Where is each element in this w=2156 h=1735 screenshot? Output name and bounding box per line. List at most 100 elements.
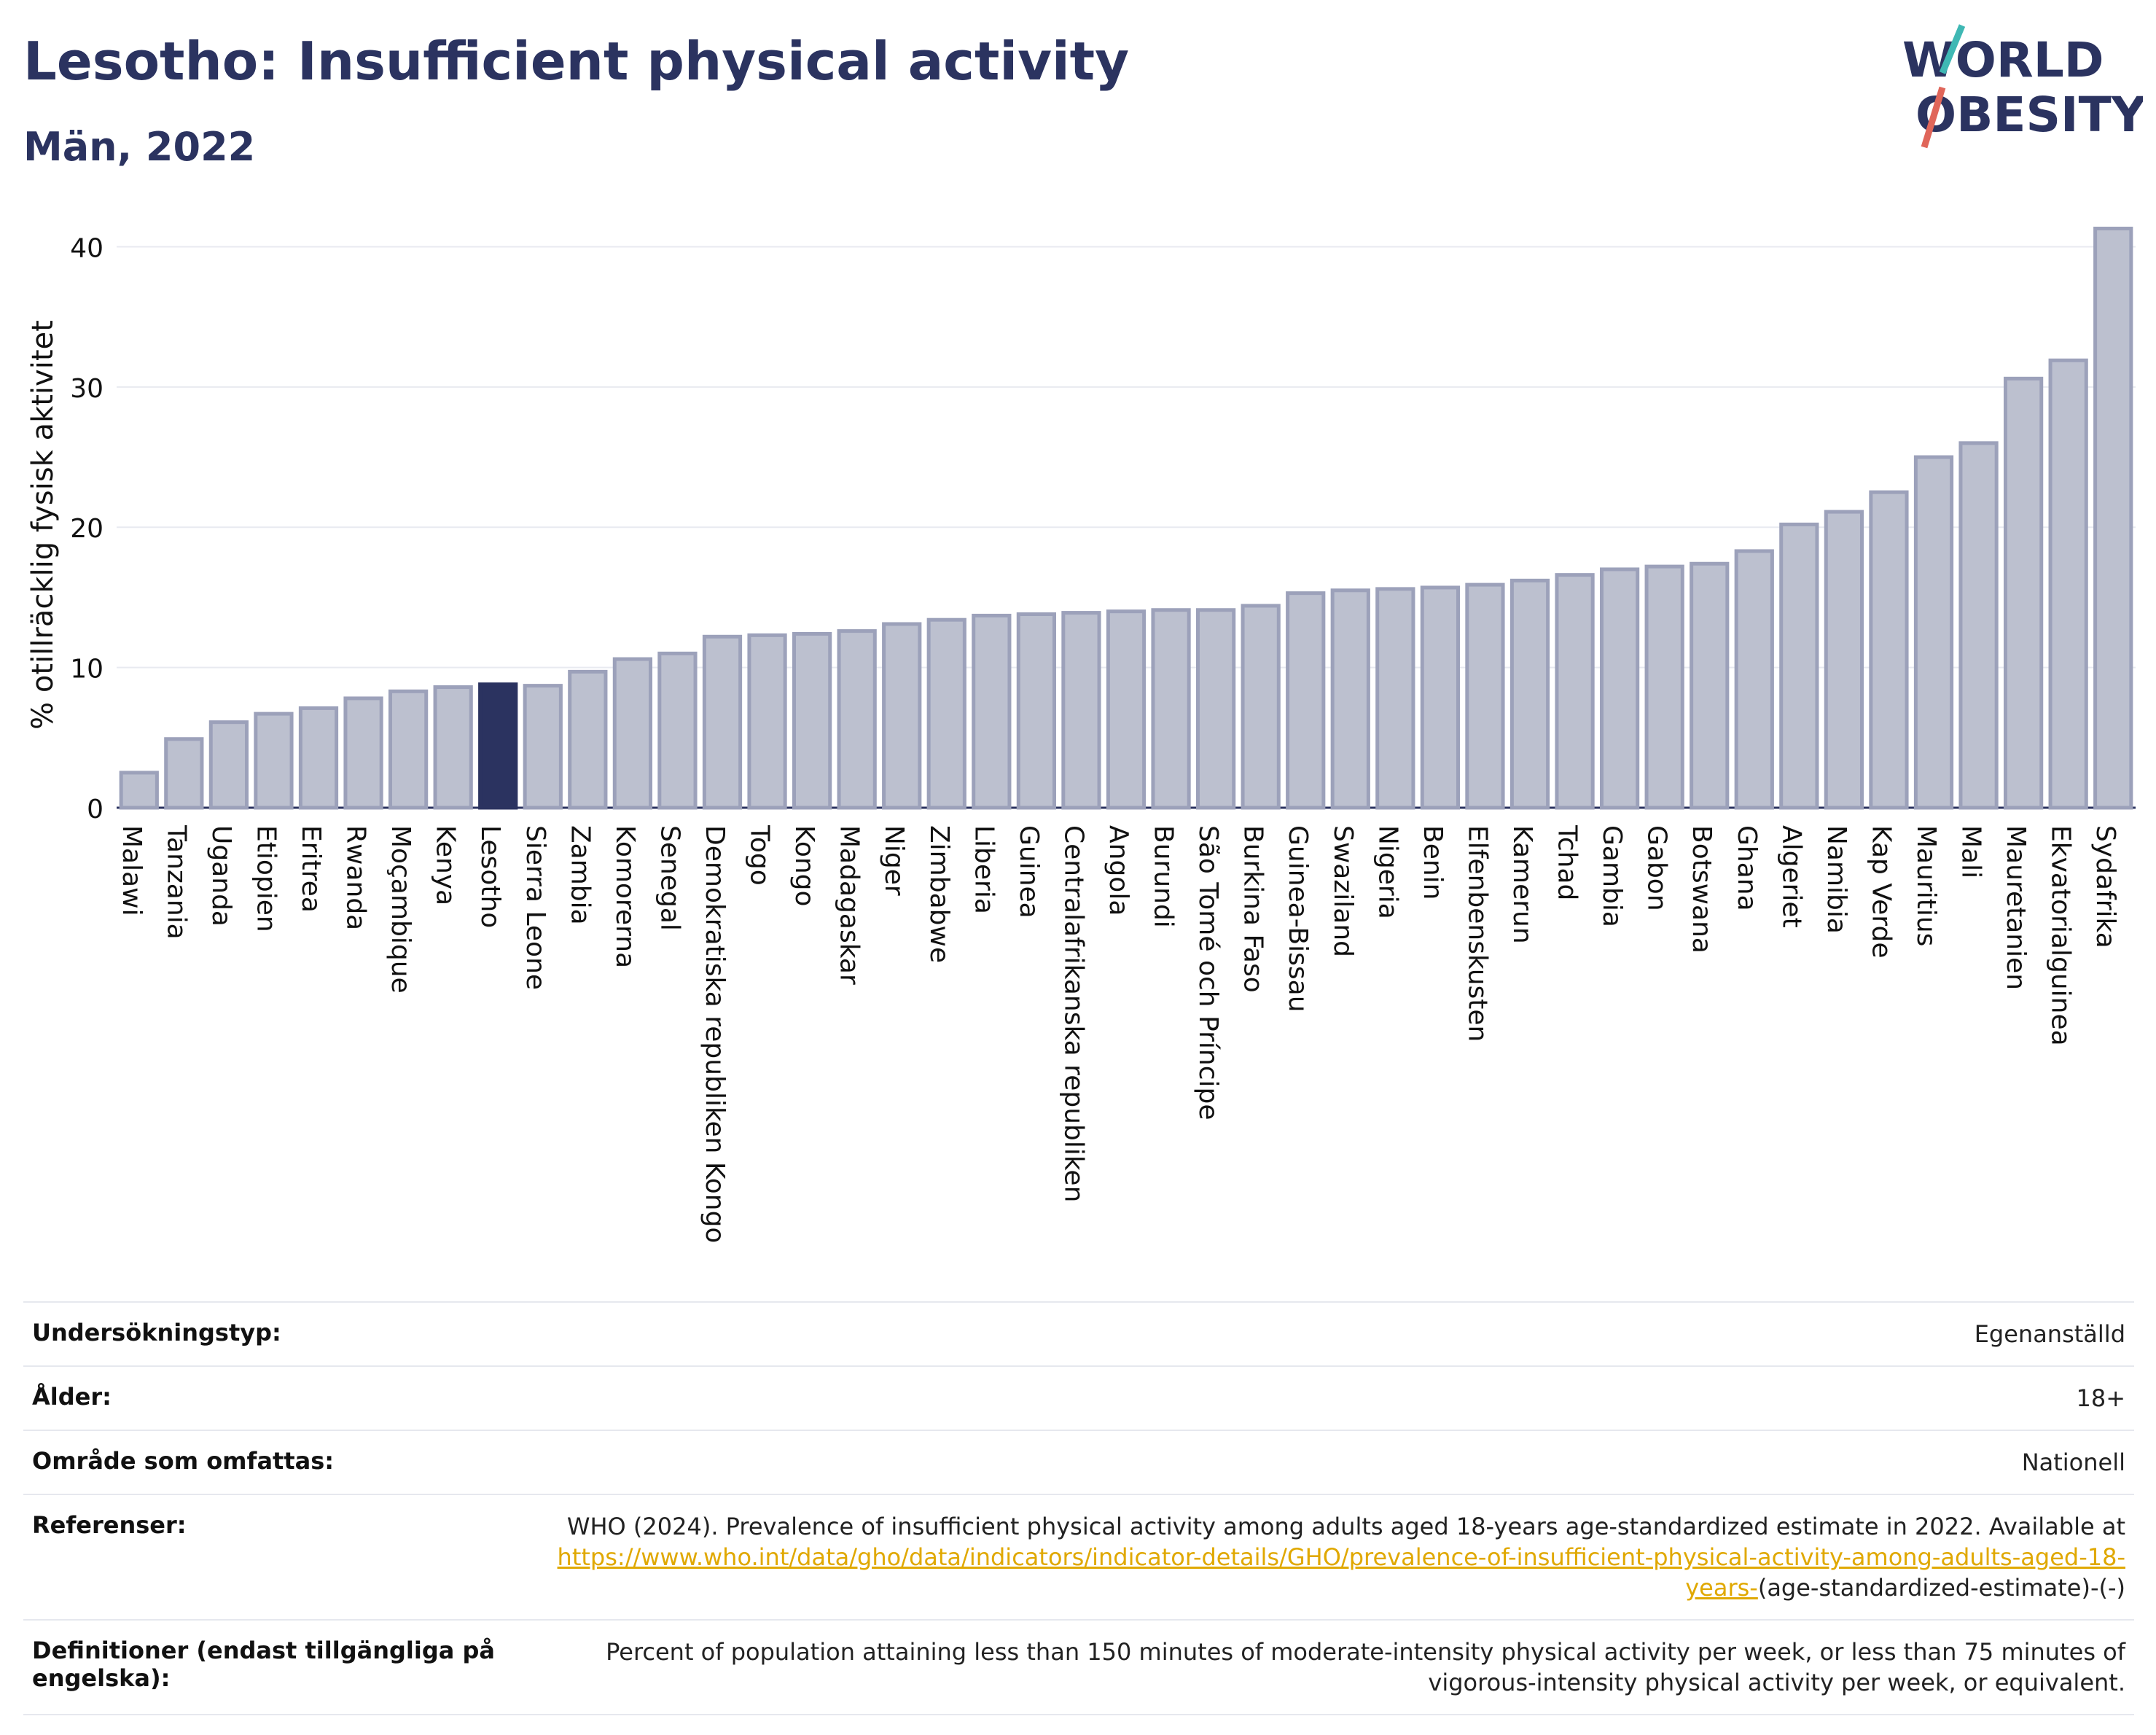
references-tail: (age-standardized-estimate)-(-) — [1757, 1574, 2125, 1602]
bar — [1286, 591, 1326, 810]
x-tick-label: Togo — [745, 824, 775, 886]
x-tick-label: Niger — [879, 825, 909, 896]
x-tick-label: Ghana — [1732, 825, 1762, 911]
bar — [747, 633, 787, 810]
x-tick-label: Namibia — [1821, 825, 1851, 934]
bar — [1375, 587, 1415, 810]
x-tick-label: Burkina Faso — [1238, 825, 1268, 993]
chart-subtitle: Män, 2022 — [23, 124, 256, 170]
bar — [298, 706, 339, 810]
bar-chart: 0 10 20 30 40 Malawi Tanzania Uganda Etiopien Er… — [26, 226, 2136, 1243]
bar — [254, 711, 294, 810]
x-tick-label: Komorerna — [610, 825, 640, 968]
x-tick-label: Benin — [1418, 825, 1448, 900]
x-tick-label: Madagaskar — [835, 825, 864, 985]
x-tick-label: Swaziland — [1328, 825, 1358, 957]
x-tick-label: Angola — [1104, 825, 1133, 916]
x-tick-label: Senegal — [655, 825, 684, 931]
logo-slash-red — [1921, 86, 1946, 149]
x-tick-label: Tanzania — [161, 824, 191, 940]
x-tick-label: Eritrea — [296, 825, 326, 913]
x-tick-label: Kenya — [431, 825, 461, 905]
bar — [1509, 578, 1550, 810]
y-tick-label: 20 — [70, 514, 103, 544]
references-value: WHO (2024). Prevalence of insufficient p… — [499, 1511, 2125, 1603]
world-obesity-logo: WORLD OBESITY — [1902, 24, 2143, 149]
bar — [119, 771, 159, 810]
bar — [568, 669, 608, 810]
meta-row-age: Ålder: 18+ — [23, 1365, 2134, 1430]
logo-slash-teal — [1939, 24, 1966, 74]
x-tick-label: Tchad — [1552, 824, 1582, 900]
x-tick-label: São Tomé och Príncipe — [1193, 825, 1223, 1120]
bar — [882, 622, 922, 810]
bar — [478, 682, 518, 810]
x-axis-labels: Malawi Tanzania Uganda Etiopien Eritrea Rwand… — [117, 824, 2120, 1243]
bar — [1734, 549, 1774, 810]
area-value: Nationell — [2021, 1449, 2125, 1476]
bar — [792, 631, 832, 810]
meta-row-survey: Undersökningstyp: Egenanställd — [23, 1301, 2134, 1365]
x-tick-label: Zimbabwe — [924, 825, 954, 963]
x-tick-label: Rwanda — [341, 825, 371, 930]
definitions-value: Percent of population attaining less tha… — [606, 1638, 2125, 1696]
x-tick-label: Kongo — [789, 825, 819, 907]
x-tick-label: Sierra Leone — [520, 825, 550, 990]
x-tick-label: Mali — [1956, 825, 1986, 878]
survey-value: Egenanställd — [1974, 1320, 2125, 1348]
bar — [164, 737, 204, 810]
references-link[interactable]: https://www.who.int/data/gho/data/indica… — [557, 1543, 2125, 1602]
bar — [343, 696, 383, 810]
x-tick-label: Mauretanien — [2001, 825, 2031, 990]
x-tick-label: Uganda — [206, 825, 236, 927]
bar — [1061, 611, 1101, 810]
references-label: Referenser: — [32, 1511, 187, 1539]
bar — [1016, 612, 1057, 810]
bar — [1195, 608, 1236, 810]
bar — [208, 720, 249, 810]
bar — [388, 689, 429, 810]
logo-line1: WORLD — [1902, 32, 2104, 88]
x-tick-label: Nigeria — [1372, 825, 1402, 919]
bar — [523, 684, 563, 810]
x-tick-label: Mauritius — [1911, 825, 1941, 946]
y-tick-label: 10 — [70, 655, 103, 685]
y-tick-label: 30 — [70, 374, 103, 404]
x-tick-label: Guinea-Bissau — [1283, 825, 1313, 1013]
x-tick-label: Gambia — [1597, 825, 1627, 927]
references-text: WHO (2024). Prevalence of insufficient p… — [566, 1513, 2125, 1540]
x-tick-label: Centralafrikanska republiken — [1058, 825, 1088, 1202]
bar — [1151, 608, 1191, 810]
bar — [1555, 573, 1595, 810]
bar — [837, 629, 877, 810]
bar — [433, 685, 473, 810]
x-tick-label: Malawi — [117, 825, 147, 916]
bar — [1599, 567, 1640, 810]
x-tick-label: Burundi — [1149, 825, 1179, 928]
bar — [1824, 510, 1864, 810]
survey-label: Undersökningstyp: — [32, 1319, 281, 1346]
y-axis-label: % otillräcklig fysisk aktivitet — [26, 320, 60, 730]
x-tick-label: Gabon — [1642, 825, 1672, 911]
x-tick-label: Kamerun — [1507, 825, 1537, 944]
x-tick-label: Demokratiska republiken Kongo — [700, 825, 730, 1243]
bar — [1690, 561, 1730, 810]
bars — [119, 226, 2133, 810]
x-tick-label: Elfenbenskusten — [1462, 825, 1492, 1042]
x-tick-label: Moçambique — [386, 825, 415, 994]
x-tick-label: Guinea — [1014, 825, 1044, 919]
bar — [1958, 441, 1999, 810]
x-tick-label: Zambia — [565, 825, 595, 925]
bar — [1869, 490, 1909, 810]
x-tick-label: Liberia — [969, 825, 999, 914]
bar — [2048, 358, 2088, 810]
bar — [972, 613, 1012, 810]
bar — [926, 617, 966, 810]
area-label: Område som omfattas: — [32, 1447, 335, 1475]
bar — [1241, 604, 1281, 810]
meta-row-references: Referenser: WHO (2024). Prevalence of in… — [23, 1494, 2134, 1619]
y-tick-label: 0 — [87, 795, 103, 824]
y-tick-label: 40 — [70, 233, 103, 263]
bar — [2093, 226, 2133, 810]
meta-row-area: Område som omfattas: Nationell — [23, 1430, 2134, 1494]
